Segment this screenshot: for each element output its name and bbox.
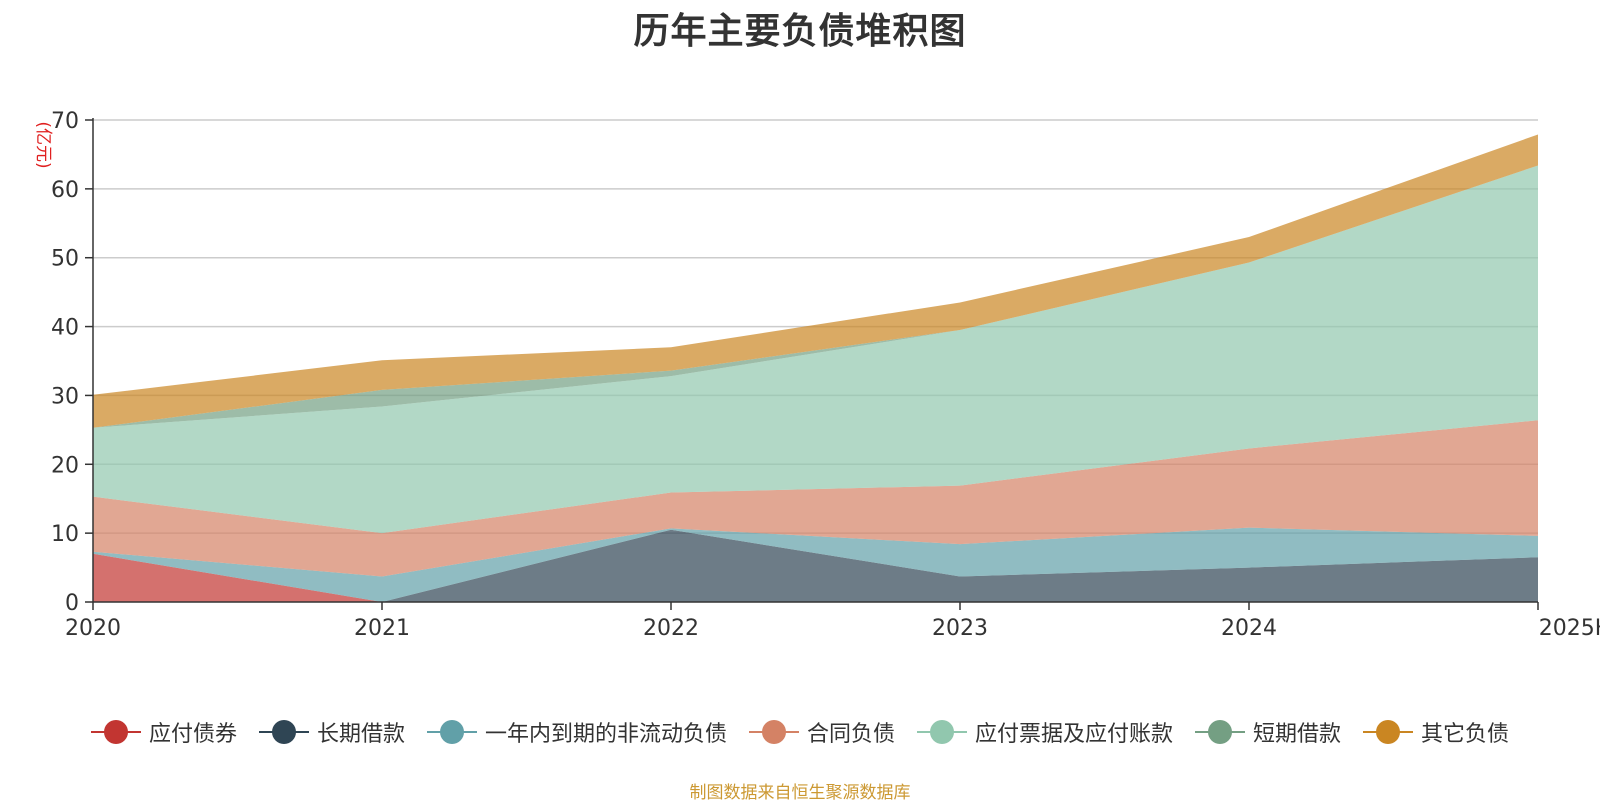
legend-marker-icon bbox=[426, 719, 477, 745]
legend-label: 合同负债 bbox=[806, 722, 895, 747]
x-tick-label: 2025H1 bbox=[1539, 616, 1600, 641]
y-tick-label: 50 bbox=[51, 247, 79, 272]
legend-marker-icon bbox=[258, 719, 309, 745]
legend-label: 应付债券 bbox=[148, 722, 237, 747]
legend-label: 应付票据及应付账款 bbox=[975, 722, 1174, 747]
area-series-3 bbox=[93, 527, 1538, 602]
legend-marker-icon bbox=[1195, 719, 1246, 745]
legend-item[interactable]: 短期借款 bbox=[1195, 716, 1341, 748]
legend-label: 短期借款 bbox=[1253, 722, 1342, 747]
y-tick-label: 20 bbox=[51, 453, 79, 478]
area-series-7 bbox=[93, 134, 1538, 428]
legend-label: 长期借款 bbox=[316, 722, 405, 747]
legend-label: 其它负债 bbox=[1421, 722, 1510, 747]
chart-title: 历年主要负债堆积图 bbox=[633, 11, 967, 52]
y-tick-label: 30 bbox=[51, 384, 79, 409]
y-tick-label: 60 bbox=[51, 178, 79, 203]
legend-label: 一年内到期的非流动负债 bbox=[484, 722, 727, 747]
y-tick-label: 70 bbox=[51, 109, 79, 134]
area-series-5 bbox=[93, 165, 1538, 534]
x-tick-label: 2020 bbox=[65, 616, 121, 641]
x-tick-label: 2024 bbox=[1221, 616, 1277, 641]
legend-item[interactable]: 应付票据及应付账款 bbox=[917, 716, 1173, 748]
legend-marker-icon bbox=[90, 719, 141, 745]
y-tick-label: 40 bbox=[51, 316, 79, 341]
legend-item[interactable]: 合同负债 bbox=[748, 716, 895, 748]
area-series-4 bbox=[93, 420, 1538, 577]
legend: 应付债券 长期借款 一年内到期的非流动负债 合同负债 应付票据及应付账款 短期借款 其它负债 bbox=[0, 716, 1600, 748]
x-tick-label: 2021 bbox=[354, 616, 410, 641]
y-unit-label: (亿元) bbox=[33, 121, 53, 168]
legend-marker-icon bbox=[748, 719, 799, 745]
legend-item[interactable]: 其它负债 bbox=[1363, 716, 1509, 748]
x-tick-label: 2022 bbox=[643, 616, 699, 641]
legend-item[interactable]: 长期借款 bbox=[258, 716, 405, 748]
x-tick-label: 2023 bbox=[932, 616, 988, 641]
area-series-2 bbox=[93, 529, 1538, 602]
legend-marker-icon bbox=[1363, 719, 1414, 745]
legend-marker-icon bbox=[917, 719, 967, 745]
legend-item[interactable]: 一年内到期的非流动负债 bbox=[426, 716, 727, 748]
y-tick-label: 10 bbox=[51, 522, 79, 547]
area-series-1 bbox=[93, 553, 1538, 602]
legend-item[interactable]: 应付债券 bbox=[90, 716, 237, 748]
source-note: 制图数据来自恒生聚源数据库 bbox=[689, 783, 911, 803]
y-tick-label: 0 bbox=[65, 591, 79, 616]
